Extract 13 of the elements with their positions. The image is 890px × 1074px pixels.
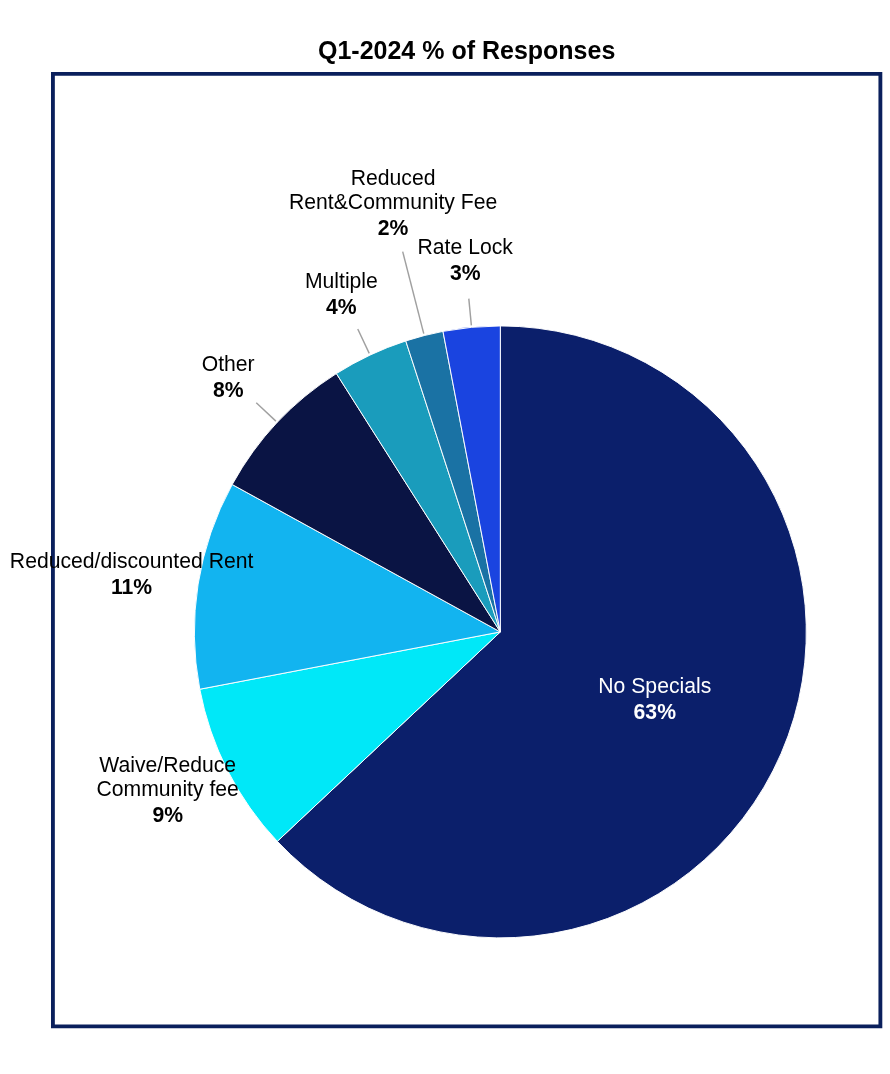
category-label: Reduced Rent&Community Fee (289, 165, 498, 213)
data-label: 2% (377, 215, 409, 239)
slice-label: No Specials (598, 673, 712, 698)
data-label: 11% (111, 574, 153, 598)
data-label: 3% (449, 261, 481, 285)
chart-title: Q1-2024 % of Responses (317, 36, 616, 65)
data-label: 63% (633, 699, 677, 723)
data-label: 4% (326, 295, 357, 319)
slice-label: Multiple (304, 269, 378, 294)
slice-label: Rate Lock (417, 235, 514, 259)
data-label: 8% (212, 377, 244, 401)
data-label: 9% (152, 802, 184, 826)
slice-label: Other (201, 351, 255, 375)
